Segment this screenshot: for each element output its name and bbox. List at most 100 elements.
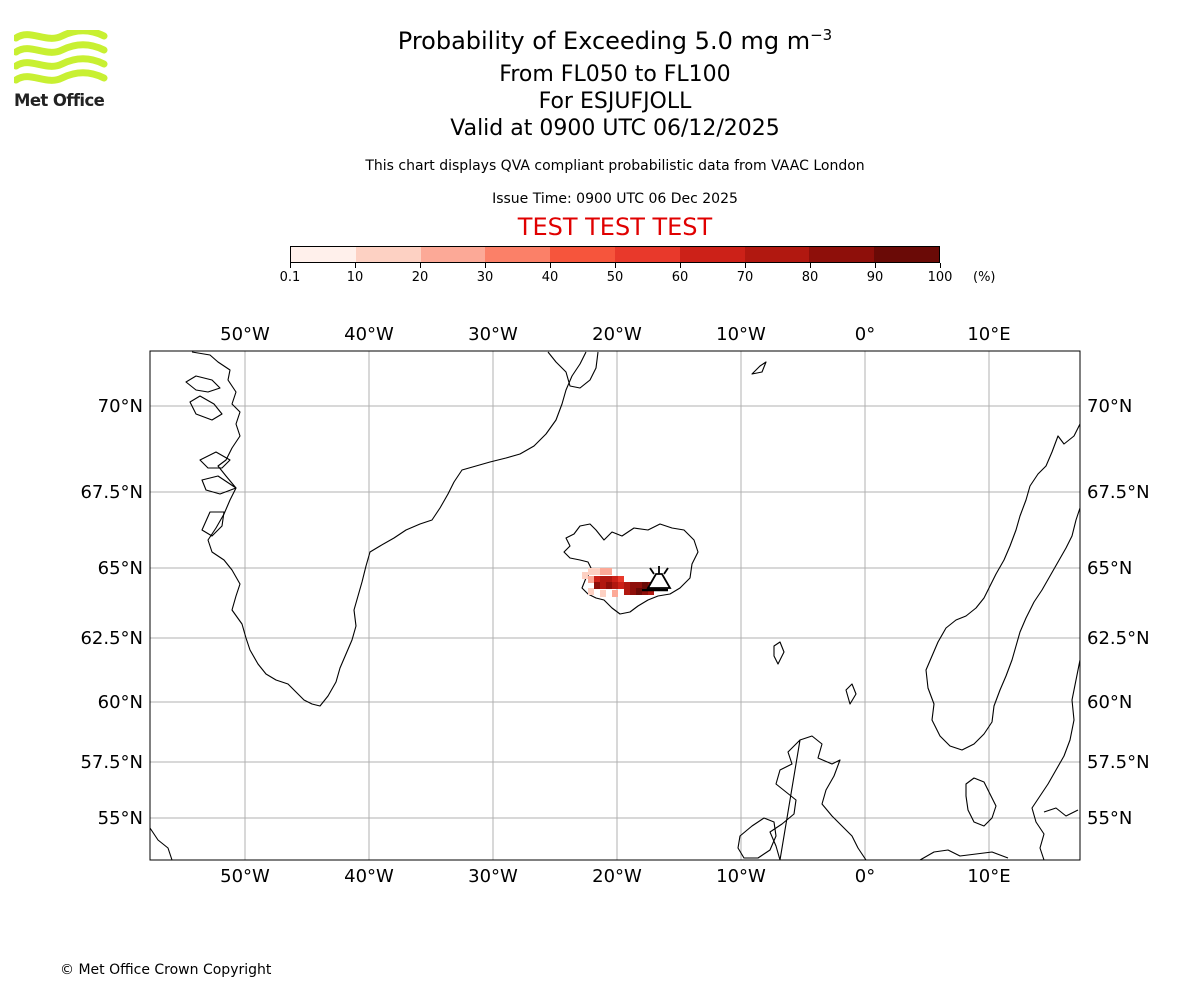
coastline-canada (149, 827, 173, 861)
flight-level-range: From FL050 to FL100 (499, 62, 731, 87)
met-office-logo: Met Office (12, 27, 109, 112)
colorbar-segment (420, 247, 486, 262)
latitude-label-left: 60°N (98, 692, 143, 713)
ash-cell (624, 582, 630, 589)
ash-cell (588, 568, 594, 575)
longitude-label-bottom: 10°W (716, 866, 766, 887)
axis-labels: 50°W 50°W 40°W 40°W 30°W 30°W 20°W 20°W 10°W 10°W… (80, 324, 1149, 887)
latitude-label-left: 70°N (98, 396, 143, 417)
ash-cell (630, 588, 636, 595)
latitude-label-left: 57.5°N (80, 752, 143, 773)
coastline-denmark (965, 777, 997, 827)
colorbar (290, 246, 940, 263)
colorbar-tick (940, 263, 941, 268)
ash-cell (600, 576, 606, 583)
ash-cell (618, 576, 624, 583)
coastline-ireland (737, 817, 777, 859)
coastline-greenland-east (547, 351, 599, 389)
latitude-label-left: 62.5°N (80, 628, 143, 649)
issue-time: Issue Time: 0900 UTC 06 Dec 2025 (492, 191, 738, 207)
colorbar-tick-label: 0.1 (279, 270, 301, 285)
colorbar-tick-label: 50 (606, 270, 624, 285)
ash-cell (594, 576, 600, 583)
colorbar-tick-label: 90 (866, 270, 884, 285)
coastline-norway (925, 423, 1081, 751)
ash-cell (606, 582, 612, 589)
ash-cell (612, 590, 618, 597)
coastline-shetland (845, 683, 857, 705)
longitude-label-top: 30°W (468, 324, 518, 345)
colorbar-segment (874, 247, 939, 262)
coastlines (149, 351, 1081, 861)
longitude-label-bottom: 50°W (220, 866, 270, 887)
colorbar-tick (745, 263, 746, 268)
ash-cell (588, 588, 594, 595)
latitude-label-right: 55°N (1087, 808, 1132, 829)
coastline-europe-south (919, 849, 1009, 861)
chart-title: Probability of Exceeding 5.0 mg m−3 (0, 27, 1200, 55)
longitude-label-bottom: 10°E (967, 866, 1010, 887)
ash-cell (582, 572, 588, 579)
ash-cell (618, 582, 624, 589)
test-banner: TEST TEST TEST (517, 213, 713, 241)
graticule (150, 351, 1080, 860)
ash-probability-field (582, 568, 660, 597)
coastline-great-britain (769, 735, 867, 861)
latitude-label-right: 62.5°N (1087, 628, 1150, 649)
colorbar-unit: (%) (973, 270, 996, 285)
colorbar-segment (614, 247, 680, 262)
ash-cell (612, 576, 618, 583)
ash-cell (600, 582, 606, 589)
colorbar-tick (680, 263, 681, 268)
colorbar-tick-label: 70 (736, 270, 754, 285)
longitude-label-top: 40°W (344, 324, 394, 345)
latitude-label-right: 65°N (1087, 558, 1132, 579)
colorbar-tick-label: 30 (476, 270, 494, 285)
ash-cell (648, 588, 654, 595)
colorbar-segment (291, 247, 356, 262)
volcano-name: For ESJUFJOLL (538, 89, 692, 114)
colorbar-tick-label: 80 (801, 270, 819, 285)
title-exponent: −3 (810, 26, 833, 44)
longitude-label-top: 50°W (220, 324, 270, 345)
title-text: Probability of Exceeding 5.0 mg m (397, 27, 811, 55)
colorbar-segment (355, 247, 421, 262)
ash-cell (594, 568, 600, 575)
longitude-label-bottom: 30°W (468, 866, 518, 887)
colorbar-tick-label: 10 (346, 270, 364, 285)
map-frame-background (150, 351, 1080, 860)
coastline-greenland (191, 351, 587, 707)
latitude-label-right: 67.5°N (1087, 482, 1150, 503)
colorbar-tick (875, 263, 876, 268)
logo-text: Met Office (14, 91, 105, 110)
colorbar-segment (679, 247, 745, 262)
latitude-label-right: 70°N (1087, 396, 1132, 417)
colorbar-tick (290, 263, 291, 268)
colorbar-tick (485, 263, 486, 268)
ash-cell (624, 588, 630, 595)
latitude-label-left: 67.5°N (80, 482, 143, 503)
latitude-label-left: 65°N (98, 558, 143, 579)
ash-cell (642, 582, 648, 589)
colorbar-segment (744, 247, 810, 262)
coastline-jan-mayen (751, 361, 767, 375)
colorbar-tick (550, 263, 551, 268)
ash-cell (630, 582, 636, 589)
coastline-sweden (1031, 659, 1081, 861)
longitude-label-bottom: 20°W (592, 866, 642, 887)
volcano-icon (642, 566, 672, 592)
longitude-label-bottom: 40°W (344, 866, 394, 887)
colorbar-tick-label: 40 (541, 270, 559, 285)
latitude-label-right: 60°N (1087, 692, 1132, 713)
coastline-greenland-inlet (185, 375, 237, 537)
data-note: This chart displays QVA compliant probab… (365, 158, 865, 174)
colorbar-tick (420, 263, 421, 268)
latitude-label-left: 55°N (98, 808, 143, 829)
map-frame (149, 350, 1081, 861)
colorbar-segment (485, 247, 551, 262)
colorbar-tick-label: 20 (411, 270, 429, 285)
ash-cell (600, 590, 606, 597)
ash-cell (606, 568, 612, 575)
valid-time: Valid at 0900 UTC 06/12/2025 (450, 116, 780, 141)
latitude-label-right: 57.5°N (1087, 752, 1150, 773)
